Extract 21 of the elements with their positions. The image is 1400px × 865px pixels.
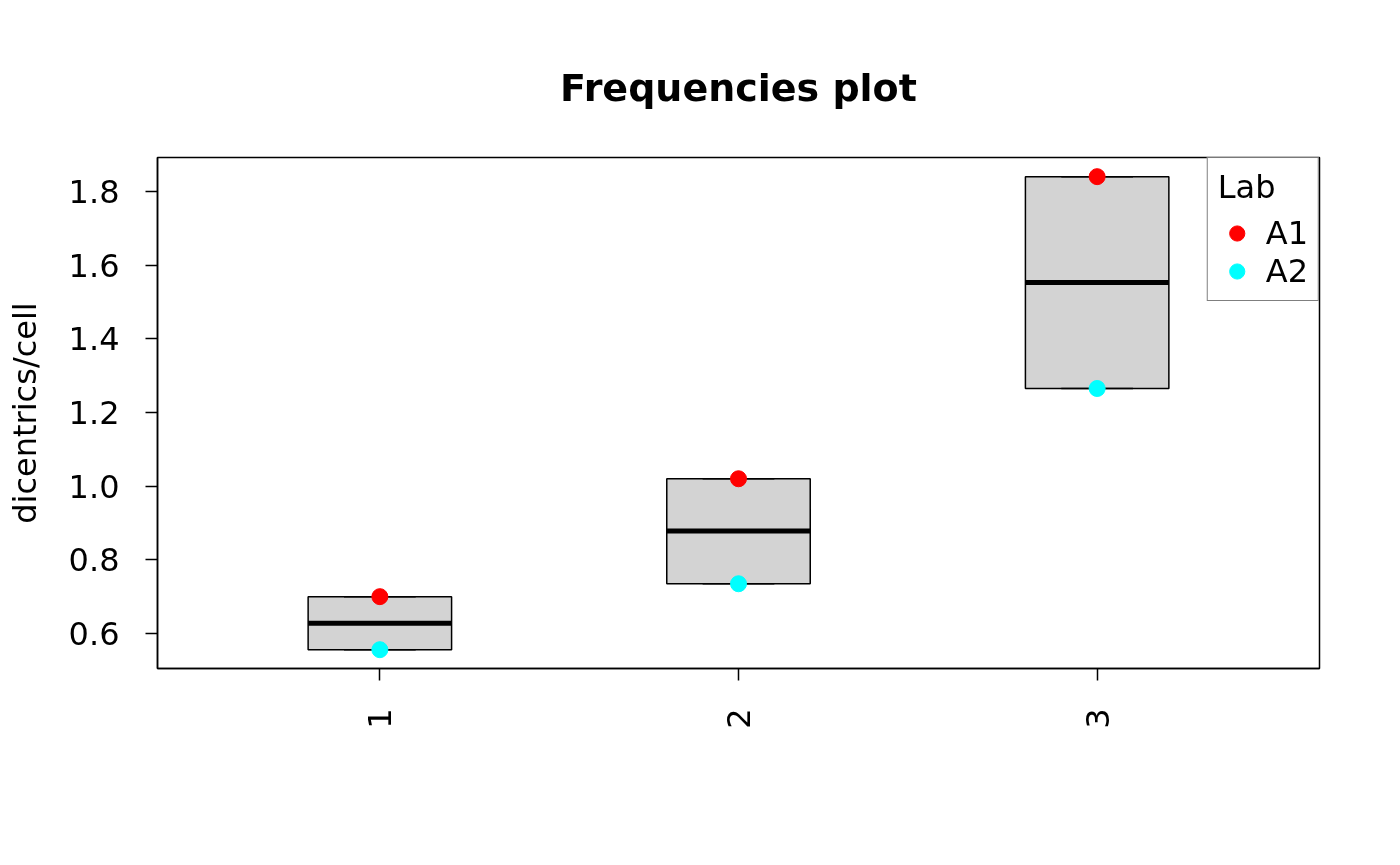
point <box>371 588 389 606</box>
point <box>730 575 747 593</box>
point <box>730 470 747 488</box>
legend-title: Lab <box>1217 168 1277 206</box>
y-tick-label: 0.8 <box>68 541 120 580</box>
legend-label: A2 <box>1265 252 1308 290</box>
y-tick-label: 1.6 <box>68 246 120 285</box>
x-tick-label: 1 <box>361 708 400 729</box>
x-tick-label: 2 <box>720 708 758 729</box>
point <box>1088 168 1106 186</box>
chart-title: Frequencies plot <box>560 65 917 110</box>
y-tick-label: 1.0 <box>68 467 120 506</box>
legend-label: A1 <box>1265 214 1308 252</box>
y-tick-label: 1.8 <box>68 172 120 211</box>
point <box>1088 380 1106 397</box>
y-tick-label: 1.2 <box>68 393 120 432</box>
x-tick-label: 3 <box>1078 708 1117 729</box>
point <box>371 641 389 659</box>
y-tick-label: 1.4 <box>68 320 120 359</box>
y-axis-title: dicentrics/cell <box>5 302 44 524</box>
y-tick-label: 0.6 <box>68 615 120 653</box>
